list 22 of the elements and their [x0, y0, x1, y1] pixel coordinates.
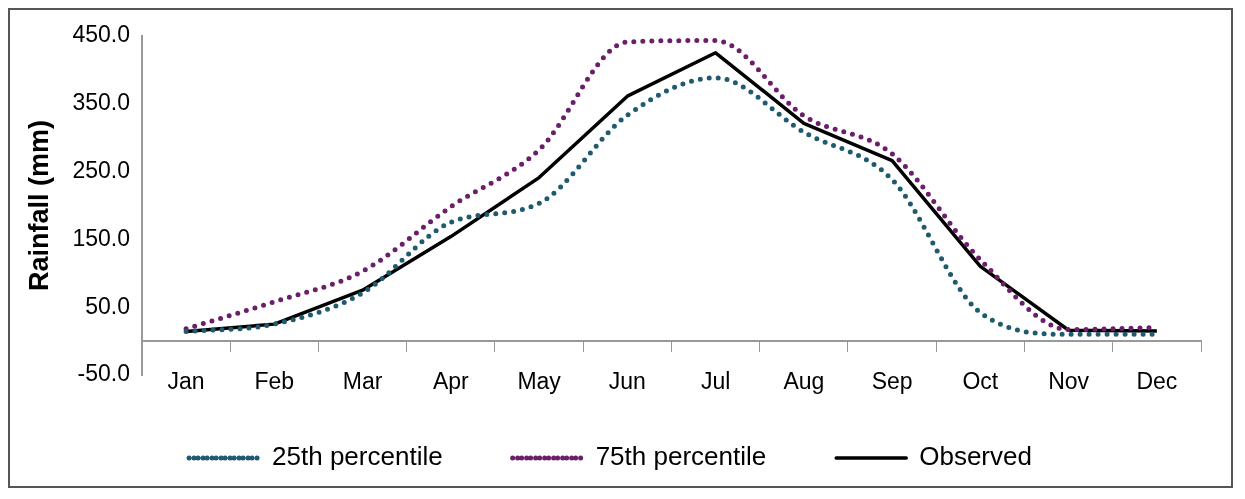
x-tick-label: Apr	[432, 368, 470, 395]
y-tick-label: 150.0	[72, 224, 130, 251]
x-tick-label: Dec	[1136, 368, 1178, 395]
y-tick-label: 450.0	[72, 21, 130, 48]
y-tick-label: 50.0	[85, 292, 130, 319]
y-tick-label: -50.0	[77, 360, 130, 387]
y-axis-title: Rainfall (mm)	[23, 119, 54, 291]
legend-label: 75th percentile	[595, 441, 767, 472]
x-tick-label: Aug	[783, 368, 825, 395]
x-tick-label: Jan	[167, 368, 205, 395]
x-tick-label: Jul	[700, 368, 731, 395]
x-tick-label: May	[517, 368, 562, 395]
x-tick-label: Sep	[871, 368, 913, 395]
x-tick-label: Feb	[254, 368, 295, 395]
legend-label: 25th percentile	[272, 441, 443, 472]
y-tick-label: 350.0	[72, 88, 130, 115]
y-tick-label: 250.0	[72, 156, 130, 183]
legend-label: Observed	[919, 441, 1032, 472]
x-tick-label: Nov	[1048, 368, 1090, 395]
x-tick-label: Jun	[608, 368, 646, 395]
x-tick-label: Mar	[342, 368, 383, 395]
x-tick-label: Oct	[962, 368, 999, 395]
